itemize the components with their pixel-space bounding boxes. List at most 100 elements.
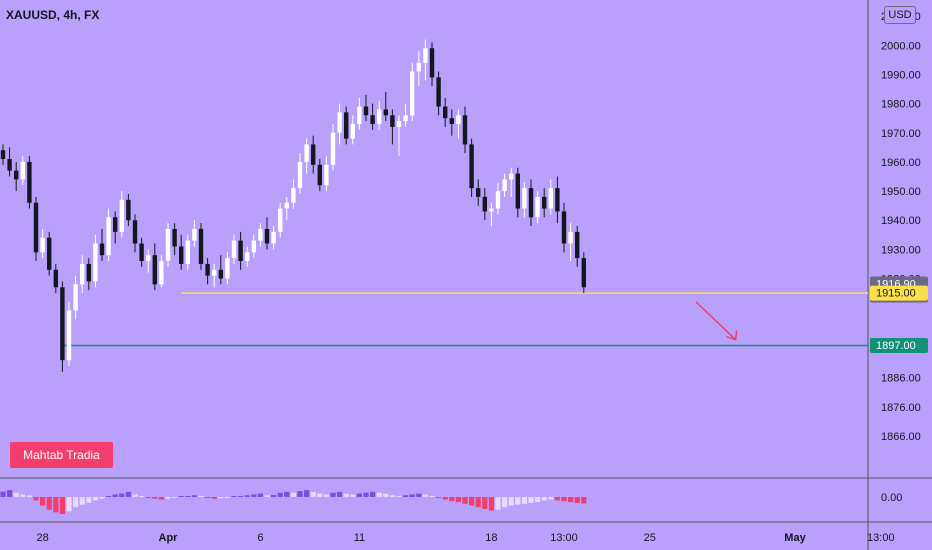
candle [429,48,435,78]
histogram-bar [363,492,369,497]
histogram-bar [290,492,296,497]
price-label-text: 1915.00 [876,288,916,300]
histogram-bar [92,497,98,501]
candle [132,220,138,244]
histogram-bar [416,493,422,497]
candle [462,115,468,145]
candle [509,173,514,180]
candle [185,240,190,264]
histogram-bar [99,497,105,499]
histogram-bar [20,494,26,497]
candle [317,164,322,186]
histogram-bar [323,494,329,497]
candle [27,161,32,203]
histogram-bar [211,497,217,499]
candle [568,231,573,244]
histogram-bar [521,497,527,504]
candle [390,115,395,127]
histogram-bar [7,490,13,497]
candle [456,115,461,125]
histogram-bar [86,497,92,503]
histogram-bar [396,496,402,497]
candle [14,170,19,180]
histogram-bar [422,494,428,497]
histogram-bar [53,497,59,513]
x-tick-label: 13:00 [867,532,895,544]
candle [528,188,534,218]
y-tick-label: 1886.00 [881,373,921,385]
histogram-bar [581,497,587,504]
histogram-bar [185,496,191,497]
histogram-bar [106,496,112,497]
candle [152,255,157,285]
histogram-bar [224,497,230,498]
candle [423,48,428,63]
candle [542,196,547,209]
histogram-bar [125,491,131,497]
histogram-bar [548,497,554,500]
candle [396,121,402,127]
candle [60,287,65,361]
histogram-bar [178,496,184,497]
candle [47,237,52,270]
arrow-shaft [695,301,737,341]
candle [291,188,296,203]
histogram-bar [33,497,39,501]
y-tick-label: 1876.00 [881,402,921,414]
candle [469,144,474,189]
histogram-bar [46,497,52,510]
histogram-bar [561,497,567,502]
histogram-bar [152,497,158,499]
candle [443,106,448,119]
candle [482,196,487,212]
histogram-bar [383,493,389,497]
candle [7,158,12,171]
histogram-bar [66,497,72,512]
candle [535,196,540,218]
histogram-bar [139,496,145,497]
histogram-bar [317,493,323,497]
candle [86,263,91,282]
histogram-bar [554,497,560,501]
histogram-bar [238,496,244,497]
candle [0,150,6,159]
histogram-bar [541,497,547,501]
histogram-bar [356,493,362,497]
candle [218,269,223,279]
candle [73,284,78,311]
candle [363,106,369,116]
candle [225,258,230,279]
y-tick-label: 1930.00 [881,244,921,256]
candle [278,208,283,232]
candle [344,112,349,139]
candle [561,211,567,244]
histogram-bar [231,496,237,497]
candle [66,310,72,361]
histogram-bar [568,497,574,503]
candle [575,231,580,259]
histogram-bar [132,494,138,497]
histogram-bar [343,493,349,497]
histogram-bar [337,491,343,497]
x-tick-label: May [784,532,806,544]
indicator-zero-label: 0.00 [881,492,902,504]
candle [403,115,408,122]
y-tick-label: 1950.00 [881,186,921,198]
histogram-bar [436,497,442,498]
candle [93,243,98,282]
price-level-label [870,285,928,301]
candle [436,77,441,107]
currency-button[interactable]: USD [884,6,916,24]
candle [40,237,45,253]
histogram-bar [264,495,270,497]
candle [350,124,355,139]
histogram-bar [475,497,481,508]
histogram-bar [403,495,409,497]
histogram-bar [429,496,435,497]
histogram-bar [59,497,65,514]
histogram-bar [304,490,310,497]
histogram-bar [73,497,79,508]
candle [324,164,329,186]
arrow-head [726,330,738,341]
